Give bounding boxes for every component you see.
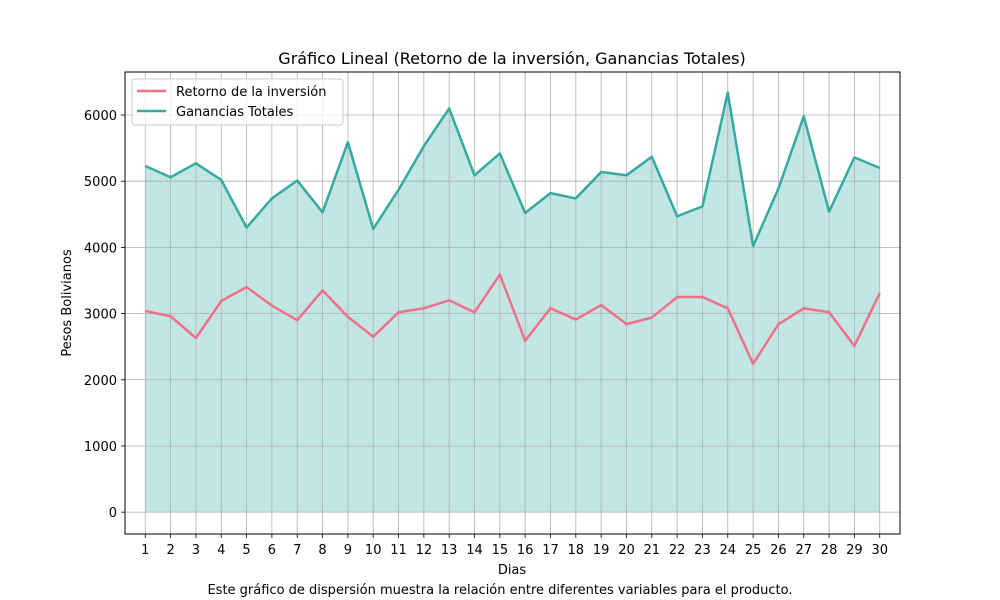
x-tick-label: 5	[242, 543, 250, 558]
y-tick-label: 6000	[84, 109, 117, 124]
chart-caption: Este gráfico de dispersión muestra la re…	[207, 583, 793, 598]
x-tick-label: 9	[344, 543, 352, 558]
x-tick-label: 2	[166, 543, 174, 558]
legend-label-ganancias: Ganancias Totales	[176, 105, 293, 120]
y-tick-label: 3000	[84, 308, 117, 323]
x-tick-label: 6	[268, 543, 276, 558]
y-axis-label: Pesos Bolivianos	[60, 249, 75, 357]
x-tick-label: 15	[492, 543, 509, 558]
x-tick-label: 22	[669, 543, 686, 558]
x-tick-label: 24	[720, 543, 737, 558]
x-tick-label: 4	[217, 543, 225, 558]
x-tick-label: 10	[365, 543, 382, 558]
x-axis-ticks: 1 2 3 4 5 6 7 8 9 10 11 12 13 14 15 16 17 18 19 20 21 22 23 24 2…	[141, 534, 888, 558]
x-tick-label: 21	[644, 543, 661, 558]
x-axis-label: Dias	[498, 563, 527, 578]
y-tick-label: 0	[109, 506, 117, 521]
x-tick-label: 23	[694, 543, 711, 558]
x-tick-label: 19	[593, 543, 610, 558]
x-tick-label: 16	[517, 543, 534, 558]
x-tick-label: 29	[846, 543, 863, 558]
y-tick-label: 1000	[84, 440, 117, 455]
x-tick-label: 18	[568, 543, 585, 558]
x-tick-label: 3	[192, 543, 200, 558]
x-tick-label: 12	[416, 543, 433, 558]
x-tick-label: 28	[821, 543, 838, 558]
x-tick-label: 1	[141, 543, 149, 558]
y-tick-label: 5000	[84, 175, 117, 190]
x-tick-label: 25	[745, 543, 762, 558]
x-tick-label: 26	[770, 543, 787, 558]
chart-title: Gráfico Lineal (Retorno de la inversión,…	[278, 49, 745, 68]
x-tick-label: 14	[466, 543, 483, 558]
x-tick-label: 7	[293, 543, 301, 558]
legend-box	[131, 78, 344, 126]
series-line-0	[145, 273, 881, 366]
x-tick-label: 20	[618, 543, 635, 558]
x-tick-label: 27	[795, 543, 812, 558]
series-line-1	[144, 91, 881, 248]
x-tick-label: 13	[441, 543, 458, 558]
x-tick-label: 17	[542, 543, 559, 558]
y-tick-label: 2000	[84, 374, 117, 389]
plot-frame	[124, 71, 901, 535]
y-axis-ticks: 0 1000 2000 3000 4000 5000 6000	[84, 109, 125, 521]
legend: Retorno de la inversión Ganancias Totale…	[131, 78, 344, 126]
y-tick-label: 4000	[84, 241, 117, 256]
x-tick-label: 30	[871, 543, 888, 558]
series-lines	[144, 91, 881, 366]
area-fill-series-1	[145, 92, 880, 513]
area-fills	[145, 92, 880, 513]
x-tick-label: 11	[390, 543, 407, 558]
legend-label-retorno: Retorno de la inversión	[176, 85, 327, 100]
x-tick-label: 8	[318, 543, 326, 558]
